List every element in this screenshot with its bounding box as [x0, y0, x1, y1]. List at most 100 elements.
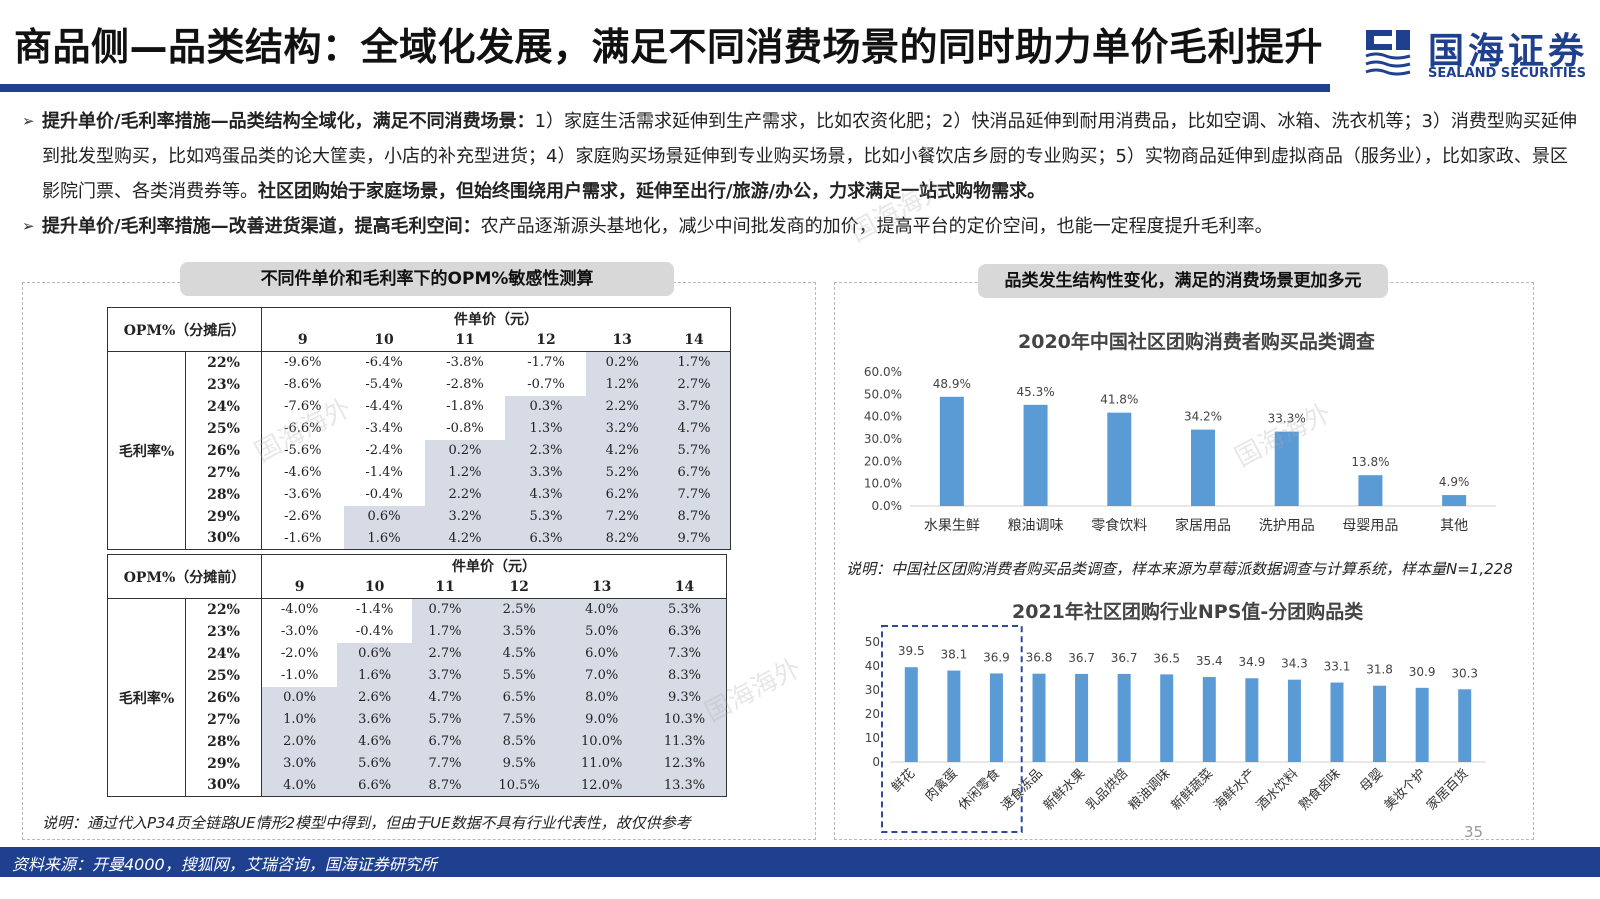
table-cell: 3.5% [477, 620, 561, 643]
bar [1117, 673, 1131, 762]
table-corner-label: OPM%（分摊后） [107, 307, 262, 352]
table-column-group-label: 件单价（元） [261, 554, 727, 577]
table-header-row: 9 10 11 12 13 14 [108, 329, 731, 352]
table-cell: 6.7% [411, 730, 478, 753]
x-tick-label: 新鲜蔬菜 [1168, 766, 1216, 814]
x-tick-label: 粮油调味 [1126, 766, 1173, 813]
bullet-body: 农产品逐渐源头基地化，减少中间批发商的加价，提高平台的定价空间，也能一定程度提升… [480, 216, 1273, 237]
table-cell: 11.3% [642, 730, 727, 753]
bullet-item: ➢ 提升单价/毛利率措施—改善进货渠道，提高毛利空间：农产品逐渐源头基地化，减少… [22, 209, 1582, 244]
table-cell: 8.7% [411, 774, 478, 797]
bar [904, 667, 918, 762]
left-panel-note: 说明：通过代入P34页全链路UE情形2模型中得到，但由于UE数据不具有行业代表性… [42, 814, 691, 832]
table-cell: 2.2% [586, 395, 658, 418]
bar [989, 673, 1003, 762]
data-label: 33.1 [1324, 660, 1351, 674]
x-tick-label: 新鲜水果 [1040, 766, 1088, 814]
data-label: 36.8 [1026, 651, 1053, 665]
y-tick-label: 20 [865, 707, 880, 721]
x-tick-label: 其他 [1440, 518, 1468, 534]
table-cell: 1.7% [657, 351, 731, 374]
table-row: 30% -1.6% 1.6% 4.2% 6.3% 8.2% 9.7% [108, 527, 731, 550]
table-cell: 0.6% [337, 642, 412, 665]
x-tick-label: 粮油调味 [1008, 518, 1064, 534]
table-cell: 7.7% [411, 752, 478, 775]
y-tick-label: 60.0% [864, 365, 902, 379]
table-column-group-label: 件单价（元） [261, 307, 731, 330]
table-cell: 11.0% [560, 752, 643, 775]
chart1-title: 2020年中国社区团购消费者购买品类调查 [1018, 331, 1375, 353]
table-header-row: OPM%（分摊前） 件单价（元） [107, 554, 727, 599]
table-cell: 4.0% [560, 598, 643, 621]
table-row: 30% 4.0% 6.6% 8.7% 10.5% 12.0% 13.3% [108, 774, 727, 797]
data-label: 34.3 [1281, 657, 1308, 671]
bar [1032, 673, 1046, 762]
bottom-margin [0, 877, 1600, 899]
bar [1458, 689, 1472, 762]
table-cell: -3.0% [261, 620, 338, 643]
x-tick-label: 乳品烘焙 [1084, 766, 1131, 813]
x-tick-label: 肉禽蛋 [922, 766, 961, 805]
table-cell: 6.7% [657, 461, 731, 484]
table-cell: 3.3% [505, 461, 587, 484]
table-cell: -1.4% [343, 461, 425, 484]
y-tick-label: 50.0% [864, 387, 902, 401]
table-cell: 5.2% [586, 461, 658, 484]
table-row: 毛利率% 22% -4.0% -1.4% 0.7% 2.5% 4.0% 5.3% [107, 598, 727, 797]
table-cell: -3.4% [343, 417, 425, 440]
x-tick-label: 海鲜水产 [1211, 766, 1258, 813]
y-tick-label: 0 [872, 755, 880, 769]
table-row: 29% -2.6% 0.6% 3.2% 5.3% 7.2% 8.7% [108, 505, 731, 528]
table-cell: 3.7% [411, 664, 478, 687]
x-tick-label: 熟食卤味 [1296, 766, 1344, 814]
x-tick-label: 鲜花 [888, 766, 918, 796]
x-tick-label: 母婴 [1357, 766, 1386, 795]
table-cell: 7.3% [642, 642, 727, 665]
table-cell: -0.4% [337, 620, 412, 643]
y-tick-label: 50 [865, 635, 880, 649]
table-cell: 9.7% [657, 527, 731, 550]
data-label: 34.9 [1238, 655, 1265, 669]
table-cell: -2.8% [424, 373, 506, 396]
table-cell: 0.7% [411, 598, 478, 621]
opm-table-before-allocation: OPM%（分摊前） 件单价（元） 9 10 11 12 13 14 毛利率% 22% -4.0% -1… [107, 554, 727, 797]
table-cell: 6.2% [586, 483, 658, 506]
right-panel-note: 说明：中国社区团购消费者购买品类调查，样本来源为草莓派数据调查与计算系统，样本量… [846, 560, 1513, 578]
table-column-header: 13 [586, 329, 658, 352]
table-cell: -0.4% [343, 483, 425, 506]
table-cell: 4.6% [337, 730, 412, 753]
table-cell: 0.6% [343, 505, 425, 528]
page-title: 商品侧—品类结构：全域化发展，满足不同消费场景的同时助力单价毛利提升 [14, 25, 1324, 69]
table-cell: 2.0% [261, 730, 338, 753]
table-cell: 1.6% [337, 664, 412, 687]
table-row-header: 22% [185, 598, 262, 621]
bar [1202, 677, 1216, 762]
table-cell: 3.6% [337, 708, 412, 731]
table-cell: -4.4% [343, 395, 425, 418]
data-label: 4.9% [1439, 475, 1470, 489]
bar [1160, 674, 1174, 762]
table-row-header: 25% [185, 664, 262, 687]
table-row-header: 27% [185, 708, 262, 731]
table-column-header: 11 [424, 329, 506, 352]
y-tick-label: 30 [865, 683, 880, 697]
table-cell: 10.3% [642, 708, 727, 731]
table-cell: 0.0% [261, 686, 338, 709]
table-row-header: 22% [185, 351, 262, 374]
data-label: 36.7 [1068, 651, 1095, 665]
table-column-header: 9 [261, 576, 338, 599]
table-column-header: 10 [343, 329, 425, 352]
table-cell: 5.7% [657, 439, 731, 462]
table-row: 26% -5.6% -2.4% 0.2% 2.3% 4.2% 5.7% [108, 439, 731, 462]
table-cell: 2.7% [411, 642, 478, 665]
data-label: 38.1 [940, 648, 967, 662]
left-panel-heading: 不同件单价和毛利率下的OPM%敏感性测算 [180, 262, 674, 296]
logo-chinese-name: 国海证券 [1428, 31, 1589, 72]
table-row: 27% -4.6% -1.4% 1.2% 3.3% 5.2% 6.7% [108, 461, 731, 484]
table-cell: 4.2% [424, 527, 506, 550]
table-cell: 2.2% [424, 483, 506, 506]
table-cell: -5.6% [261, 439, 344, 462]
y-tick-label: 30.0% [864, 432, 902, 446]
y-tick-label: 40.0% [864, 410, 902, 424]
opm-table-after-allocation: OPM%（分摊后） 件单价（元） 9 10 11 12 13 14 毛利率% 22% -9.6% -6… [107, 307, 731, 550]
